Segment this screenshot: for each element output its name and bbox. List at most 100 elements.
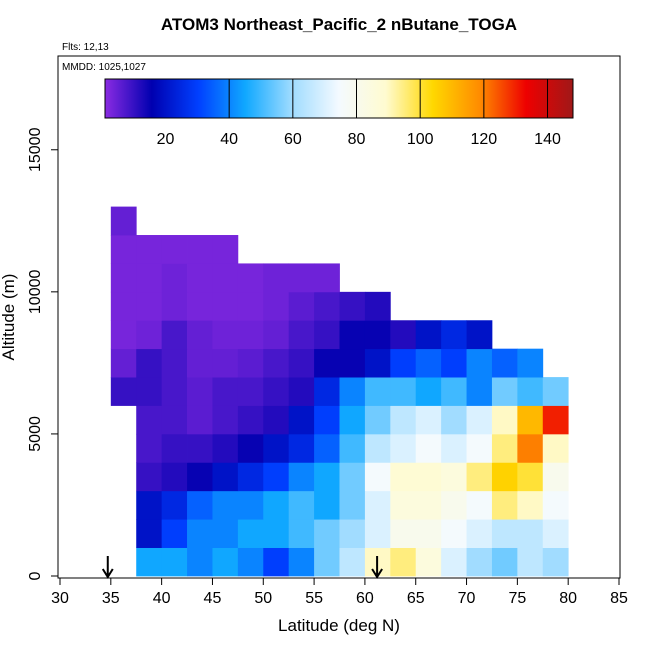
y-axis-label: Altitude (m) [0,274,18,361]
heatmap-cell [161,519,188,548]
x-tick-label: 35 [102,590,120,607]
heatmap-cell [187,291,213,321]
heatmap-cell [364,490,391,520]
heatmap-cell [237,405,264,435]
heatmap-cell [491,433,518,463]
heatmap-cell [390,348,417,378]
heatmap-cell [466,348,493,378]
x-tick-label: 30 [51,590,69,607]
heatmap-cell [136,235,163,264]
heatmap-cell [263,547,290,577]
heatmap-cell [314,405,340,435]
heatmap-cell [212,519,239,548]
heatmap-cell [288,377,315,406]
heatmap-cell [542,547,569,577]
heatmap-cell [212,547,239,577]
heatmap-cell [339,433,366,463]
heatmap-cell [441,377,467,406]
x-tick-label: 50 [254,590,272,607]
heatmap-cell [161,235,188,264]
heatmap-cell [212,291,239,321]
heatmap-cell [288,519,315,548]
heatmap-cell [263,291,290,321]
heatmap-cell [187,462,213,492]
heatmap-cell [314,348,340,378]
heatmap-cell [187,433,213,463]
heatmap-cell [212,263,239,293]
heatmap-cell [212,405,239,435]
heatmap-cell [415,377,442,406]
x-tick-label: 65 [407,590,425,607]
heatmap-cell [212,377,239,406]
x-tick-label: 55 [305,590,323,607]
heatmap-cell [288,490,315,520]
annotation: MMDD: 1025,1027 [62,62,146,73]
heatmap-cell [441,490,467,520]
x-tick-label: 80 [559,590,577,607]
heatmap-cell [364,291,391,321]
heatmap-cell [187,519,213,548]
colorbar-tick-label: 100 [407,131,434,148]
colorbar-tick-label: 60 [284,131,302,148]
heatmap-cell [466,462,493,492]
heatmap-cell [314,433,340,463]
y-tick-label: 5000 [27,416,44,452]
heatmap-cell [237,377,264,406]
heatmap-cell [441,433,467,463]
heatmap-cell [237,547,264,577]
heatmap-cell [136,377,163,406]
heatmap-cell [288,405,315,435]
heatmap-cell [237,348,264,378]
heatmap-cell [288,433,315,463]
heatmap-cell [364,348,391,378]
heatmap-cell [415,405,442,435]
heatmap-cell [212,462,239,492]
colorbar-tick-label: 20 [157,131,175,148]
heatmap-cell [491,348,518,378]
x-tick-label: 60 [356,590,374,607]
heatmap-cell [517,405,544,435]
colorbar-tick-label: 40 [220,131,238,148]
colorbar [104,78,574,119]
heatmap-cell [161,320,188,350]
colorbar-tick-label: 140 [534,131,561,148]
heatmap-cell [517,377,544,406]
heatmap-cell [390,377,417,406]
heatmap-cell [491,519,518,548]
heatmap-cell [415,462,442,492]
heatmap-cell [263,320,290,350]
heatmap-cell [187,235,213,264]
heatmap-cell [187,263,213,293]
heatmap-cell [390,547,417,577]
heatmap-cell [314,377,340,406]
heatmap-cell [237,263,264,293]
heatmap-cell [517,348,544,378]
heatmap-cell [110,348,137,378]
heatmap-cell [390,490,417,520]
heatmap-cell [339,348,366,378]
heatmap-cell [339,462,366,492]
plot-frame [57,55,621,579]
heatmap-cell [441,547,467,577]
heatmap-cell [339,519,366,548]
heatmap-cell [517,490,544,520]
colorbar-tick-label: 80 [348,131,366,148]
heatmap-cell [542,377,569,406]
heatmap-cell [466,320,493,350]
heatmap-cell [441,405,467,435]
heatmap-cell [110,291,137,321]
heatmap-cell [339,405,366,435]
heatmap-cell [110,263,137,293]
heatmap-cell [237,490,264,520]
heatmap-cell [314,263,340,293]
heatmap-cell [415,490,442,520]
heatmap-cell [364,405,391,435]
heatmap-cell [136,320,163,350]
heatmap-cell [339,377,366,406]
heatmap-cell [441,462,467,492]
x-tick-label: 70 [458,590,476,607]
heatmap-cell [390,433,417,463]
heatmap-cell [237,320,264,350]
heatmap-cell [161,291,188,321]
heatmap-cell [237,462,264,492]
